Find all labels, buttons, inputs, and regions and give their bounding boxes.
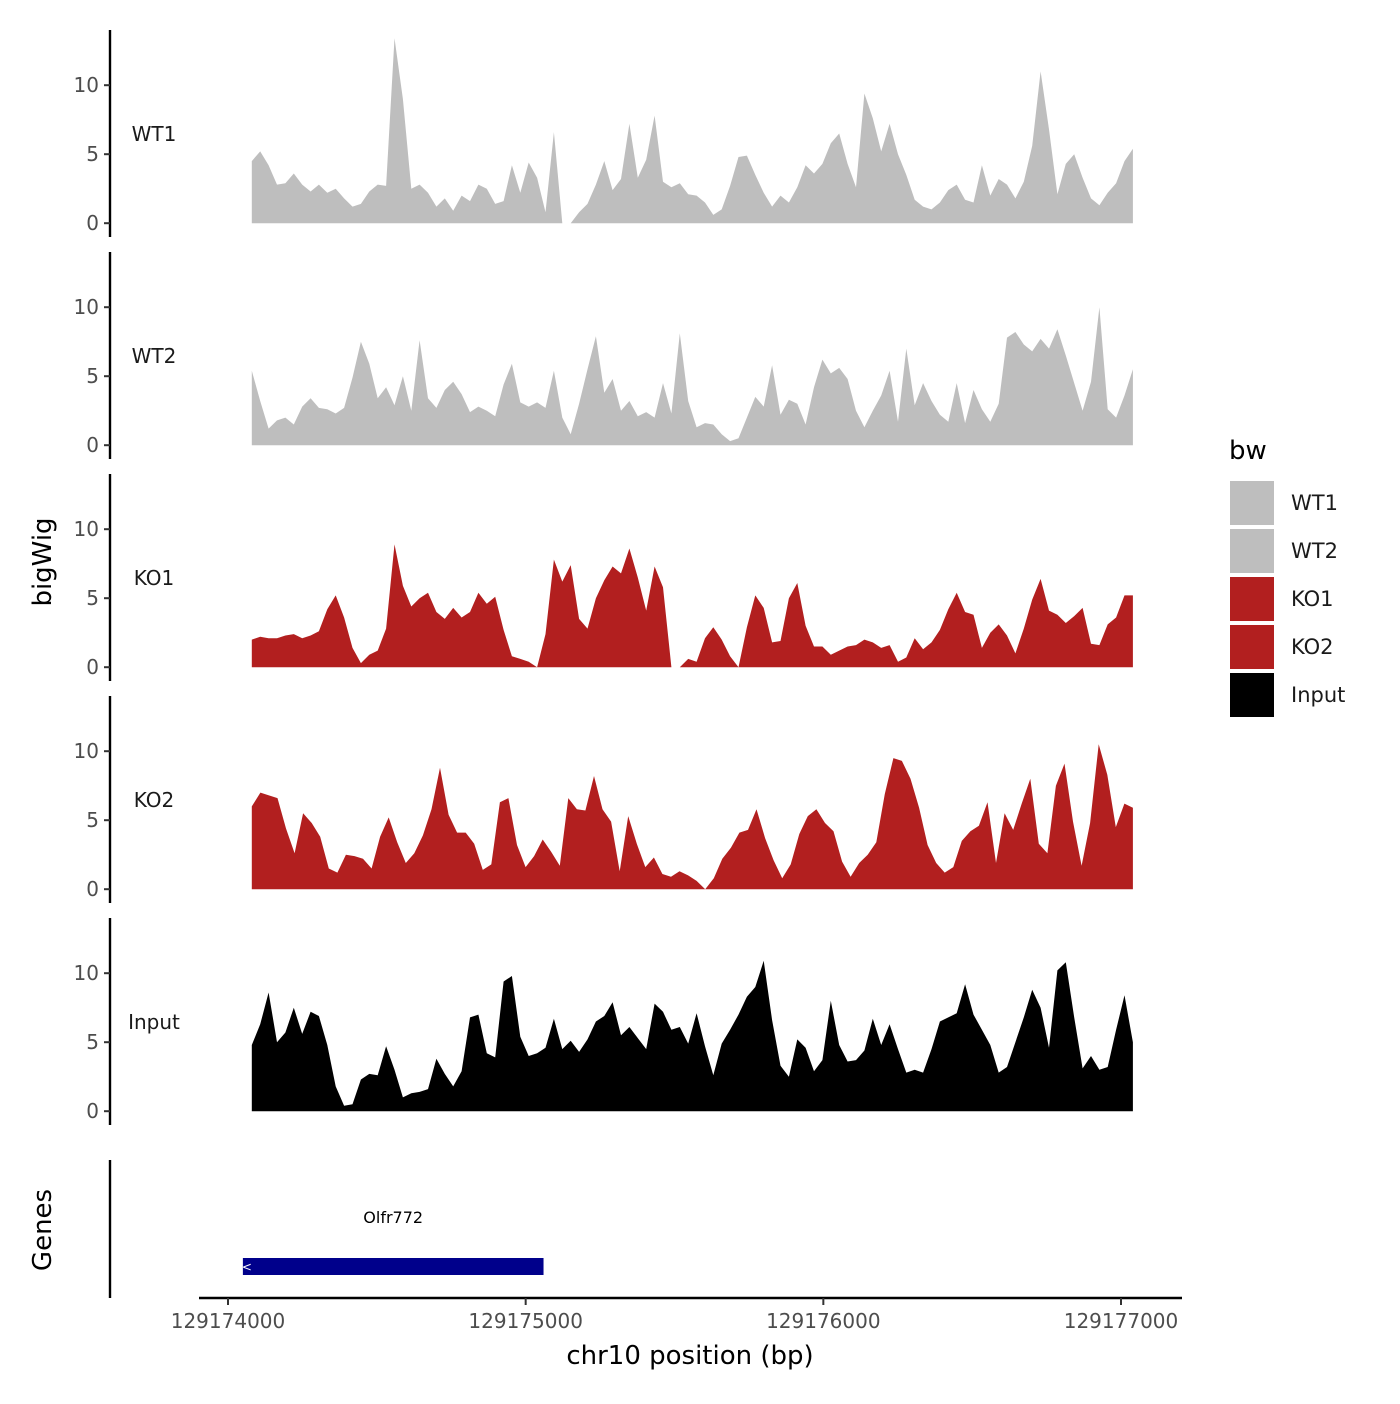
- legend-label: KO1: [1291, 587, 1334, 611]
- x-tick-label: 129177000: [1064, 1309, 1179, 1333]
- legend-title: bw: [1229, 436, 1267, 466]
- y-tick-label: 0: [86, 1099, 99, 1123]
- tracks-layer: 0 5 10 WT1 0 5 10 WT2 0 5 10 KO1 0 5 10 KO2 0 5 10 Input: [74, 30, 1133, 1125]
- track-label: WT1: [132, 122, 177, 146]
- genes-layer: < Olfr772: [108, 1160, 544, 1298]
- track-label: WT2: [132, 344, 177, 368]
- legend-label: WT2: [1291, 539, 1338, 563]
- y-tick-label: 10: [74, 73, 99, 97]
- y-tick-label: 5: [86, 364, 99, 388]
- track-label: KO2: [134, 788, 175, 812]
- y-tick-label: 5: [86, 1030, 99, 1054]
- legend-key: [1228, 623, 1276, 671]
- y-tick-label: 0: [86, 877, 99, 901]
- x-axis: 129174000 129175000 129176000 129177000: [171, 1296, 1182, 1333]
- legend-label: KO2: [1291, 635, 1334, 659]
- gene-label: Olfr772: [363, 1208, 423, 1227]
- track-wt1: 0 5 10 WT1: [74, 30, 1133, 237]
- genes-axis-title: Genes: [28, 1189, 58, 1271]
- y-tick-label: 0: [86, 211, 99, 235]
- x-tick-label: 129174000: [171, 1309, 286, 1333]
- coverage-area-ko1: [251, 544, 1133, 668]
- track-label: KO1: [134, 566, 175, 590]
- strand-arrow-icon: <: [242, 1260, 252, 1274]
- y-tick-label: 10: [74, 739, 99, 763]
- track-ko1: 0 5 10 KO1: [74, 474, 1133, 681]
- track-wt2: 0 5 10 WT2: [74, 252, 1133, 459]
- y-tick-label: 0: [86, 433, 99, 457]
- y-tick-label: 5: [86, 142, 99, 166]
- legend-key: [1228, 527, 1276, 575]
- legend-key: [1228, 671, 1276, 719]
- legend-key: [1228, 479, 1276, 527]
- track-ko2: 0 5 10 KO2: [74, 696, 1133, 903]
- coverage-area-input: [251, 960, 1133, 1112]
- track-label: Input: [128, 1010, 180, 1034]
- legend-label: WT1: [1291, 491, 1338, 515]
- y-tick-label: 10: [74, 961, 99, 985]
- y-tick-label: 5: [86, 808, 99, 832]
- x-tick-label: 129175000: [468, 1309, 583, 1333]
- legend-label: Input: [1291, 683, 1345, 707]
- track-input: 0 5 10 Input: [74, 918, 1133, 1125]
- legend: bw WT1 WT2 KO1 KO2 Input: [1228, 436, 1345, 719]
- coverage-area-wt1: [251, 38, 1133, 224]
- x-tick-label: 129176000: [766, 1309, 881, 1333]
- y-tick-label: 10: [74, 295, 99, 319]
- y-axis-title: bigWig: [28, 517, 58, 606]
- coverage-area-wt2: [251, 307, 1133, 446]
- y-tick-label: 10: [74, 517, 99, 541]
- y-tick-label: 0: [86, 655, 99, 679]
- gene-body: [242, 1258, 544, 1275]
- x-axis-title: chr10 position (bp): [566, 1341, 813, 1371]
- coverage-area-ko2: [251, 744, 1133, 890]
- legend-key: [1228, 575, 1276, 623]
- y-tick-label: 5: [86, 586, 99, 610]
